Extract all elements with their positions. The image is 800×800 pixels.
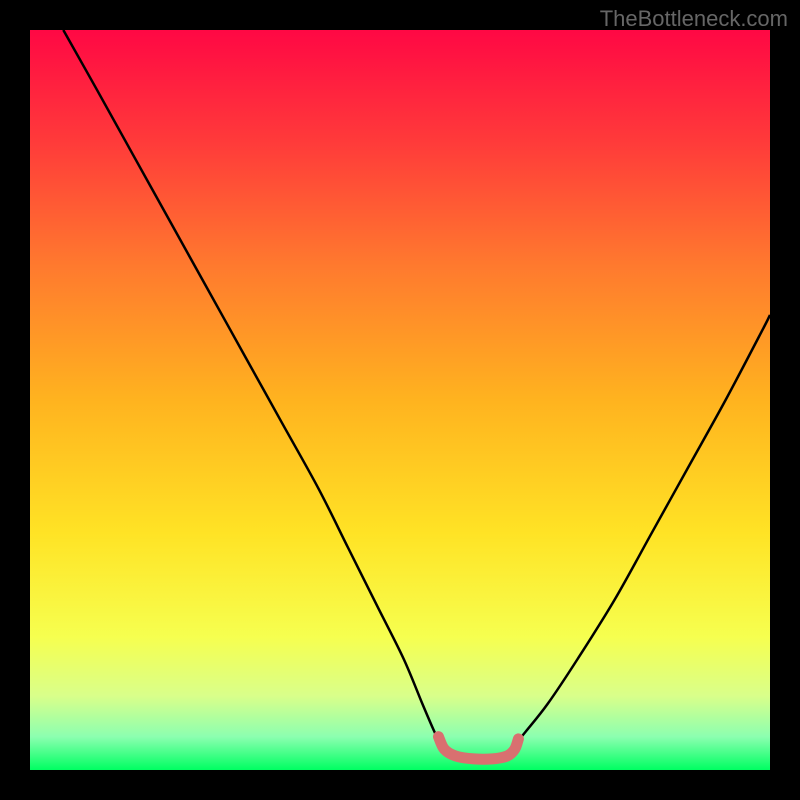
- chart-container: TheBottleneck.com: [0, 0, 800, 800]
- watermark-text: TheBottleneck.com: [600, 6, 788, 32]
- chart-plot-area: [30, 30, 770, 770]
- bottleneck-chart: [0, 0, 800, 800]
